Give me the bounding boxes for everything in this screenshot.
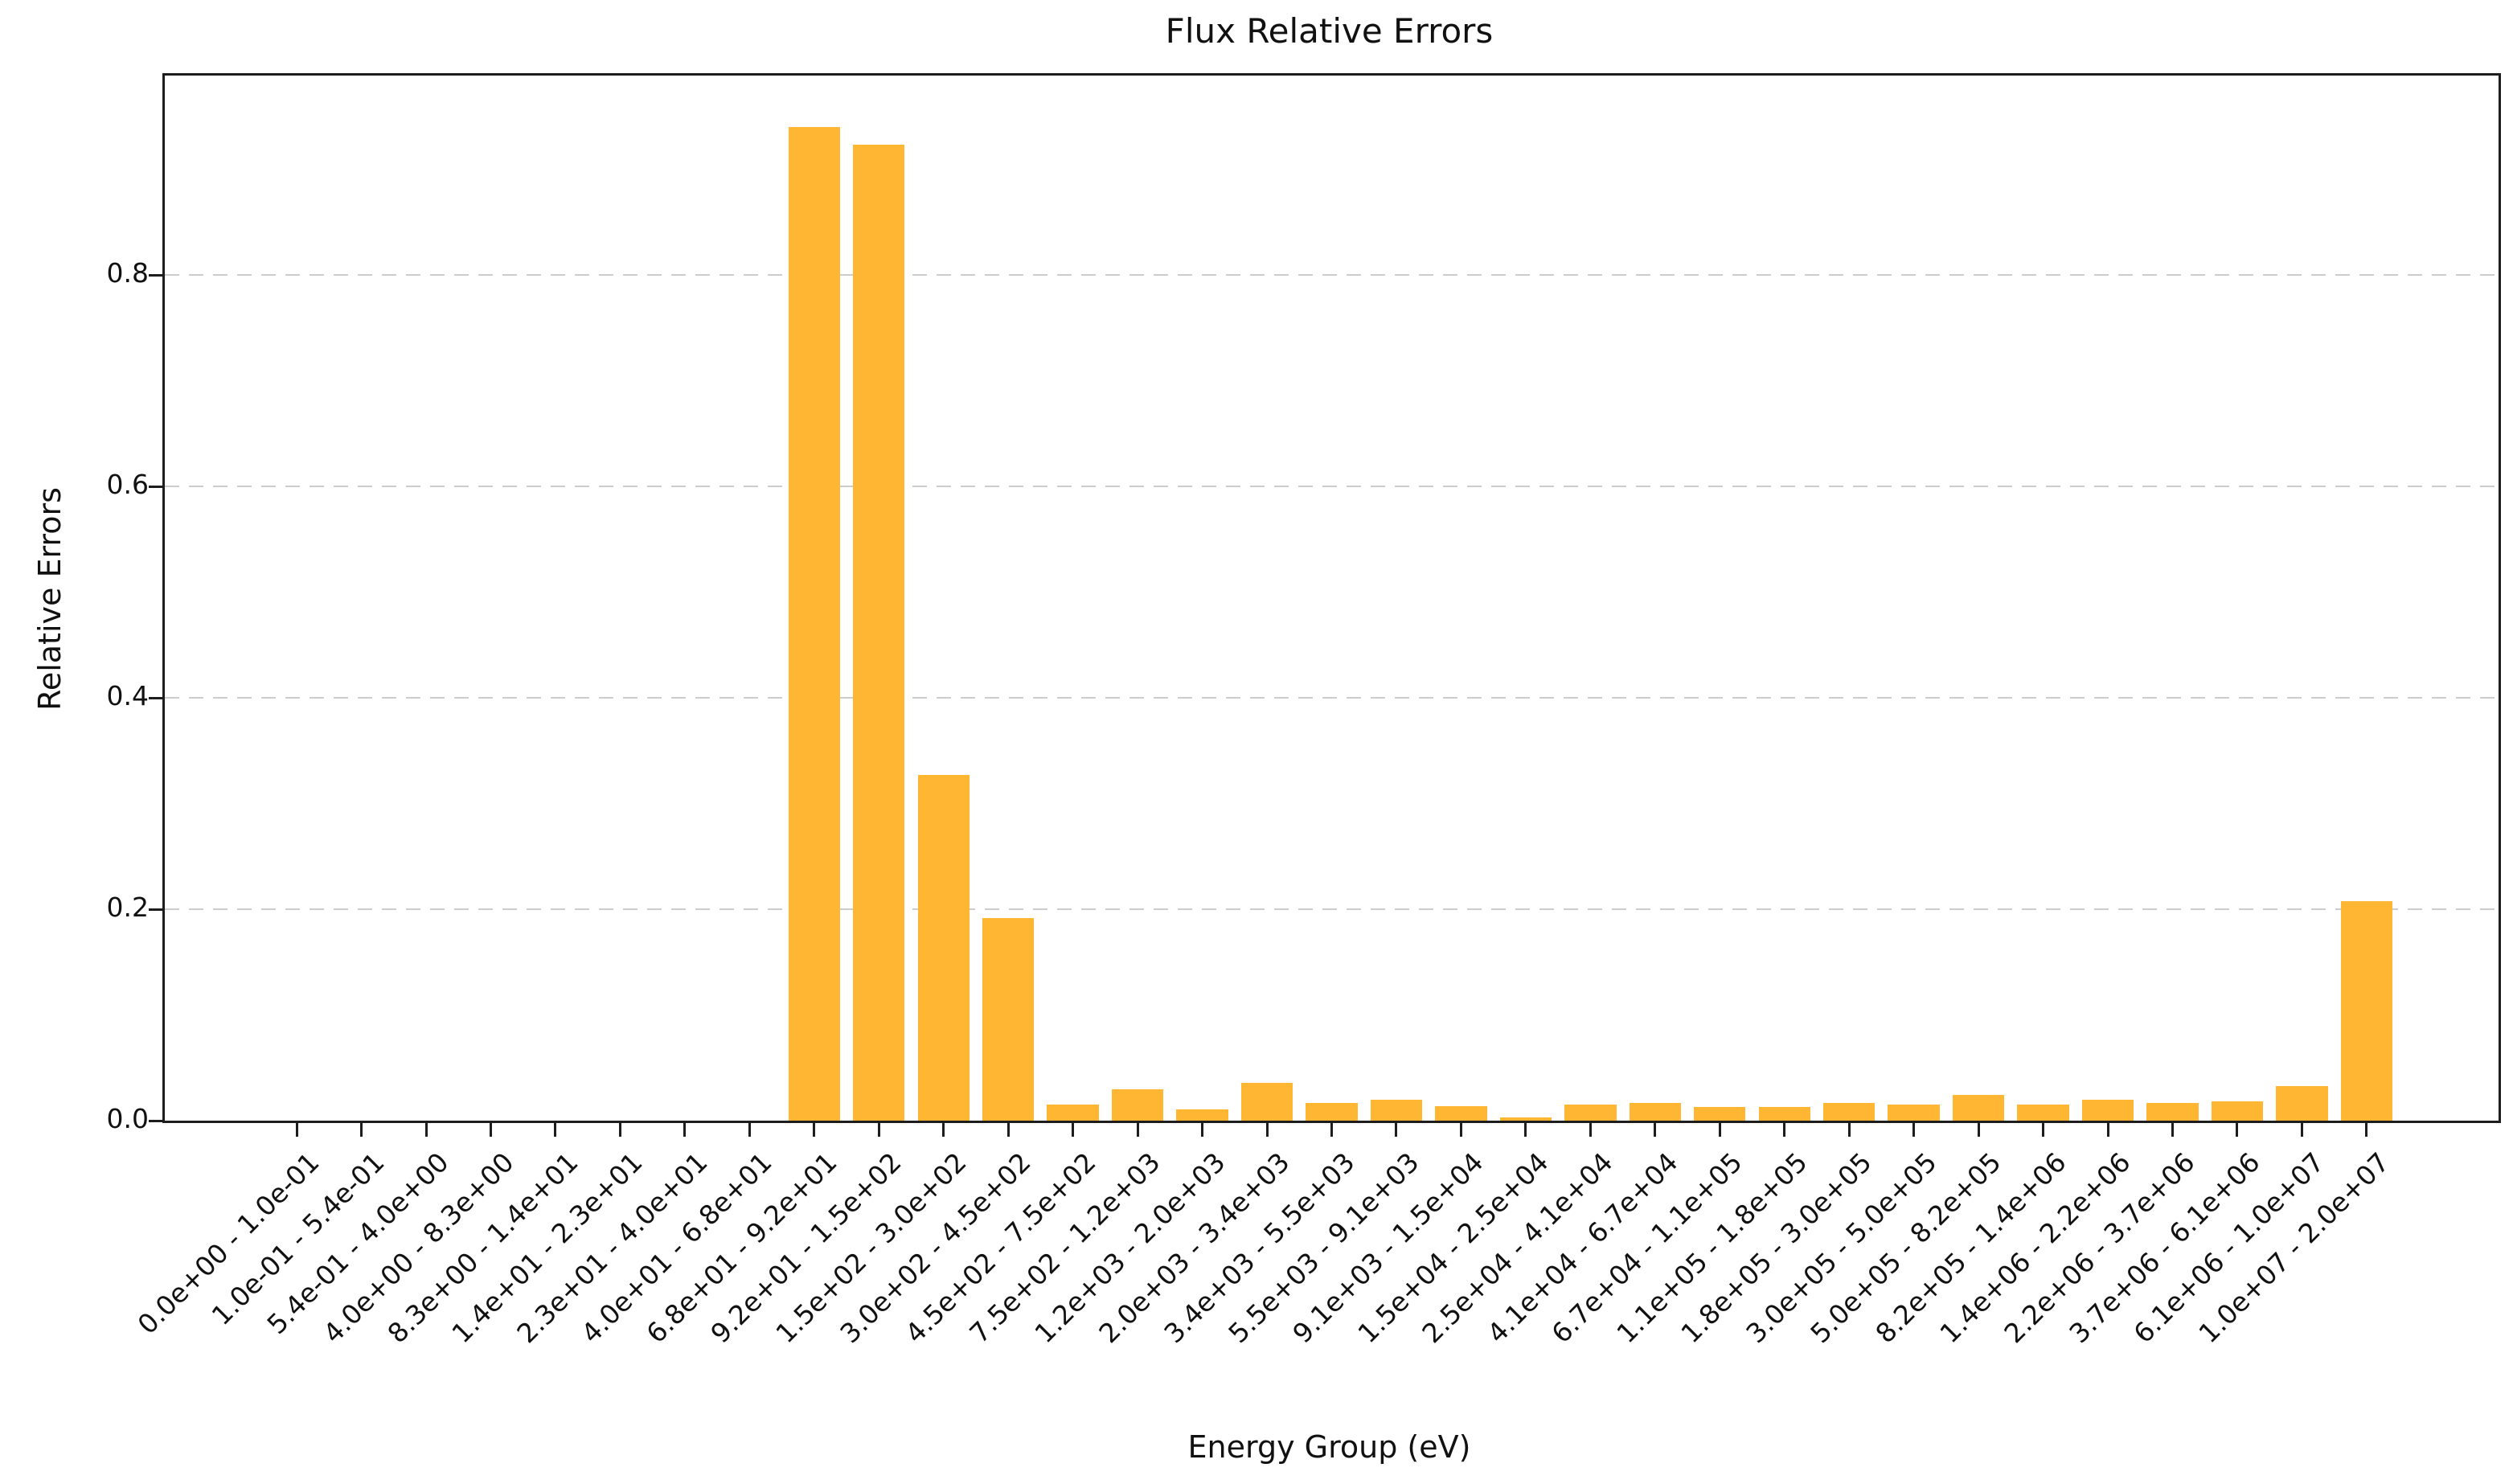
bar-2.2e+06 - 3.7e+06: [2146, 1103, 2199, 1121]
x-tick-mark: [1783, 1123, 1786, 1137]
plot-area: 0.0 0.2 0.4 0.6 0.8 0.0e+00 - 1.0e-01 1.0e-01 …: [107, 73, 2501, 1349]
x-tick-mark: [942, 1123, 945, 1137]
y-tick-label: 0.4: [106, 680, 149, 712]
x-tick-mark: [2236, 1123, 2239, 1137]
x-tick-mark: [1718, 1123, 1721, 1137]
x-tick-mark: [2365, 1123, 2368, 1137]
y-tick-label: 0.8: [106, 257, 149, 289]
bar-5.0e+05 - 8.2e+05: [1952, 1095, 2005, 1121]
x-tick-mark: [1459, 1123, 1462, 1137]
bar-9.2e+01 - 1.5e+02: [853, 145, 905, 1121]
bar-1.0e+07 - 2.0e+07: [2340, 901, 2393, 1121]
x-tick-mark: [1912, 1123, 1916, 1137]
bar-2.0e+03 - 3.4e+03: [1240, 1083, 1293, 1121]
x-tick-mark: [813, 1123, 816, 1137]
x-tick-mark: [554, 1123, 557, 1137]
x-tick-mark: [1136, 1123, 1139, 1137]
x-tick-mark: [295, 1123, 298, 1137]
x-tick-mark: [1977, 1123, 1980, 1137]
bar-1.5e+02 - 3.0e+02: [917, 775, 970, 1121]
x-tick-mark: [2106, 1123, 2109, 1137]
bar-1.5e+04 - 2.5e+04: [1499, 1117, 1552, 1121]
x-tick-mark: [1395, 1123, 1398, 1137]
x-axis-label: Energy Group (eV): [1187, 1429, 1471, 1465]
bar-6.8e+01 - 9.2e+01: [788, 127, 840, 1121]
x-tick-mark: [1589, 1123, 1592, 1137]
y-tick-label: 0.6: [106, 469, 149, 501]
bar-8.2e+05 - 1.4e+06: [2017, 1105, 2069, 1121]
gridline-y-0.8: [165, 274, 2499, 277]
bar-3.0e+05 - 5.0e+05: [1888, 1105, 1940, 1121]
y-tick-mark: [149, 1119, 162, 1122]
bar-3.4e+03 - 5.5e+03: [1306, 1103, 1358, 1121]
x-tick-mark: [2171, 1123, 2174, 1137]
x-tick-mark: [618, 1123, 621, 1137]
x-tick-mark: [1847, 1123, 1851, 1137]
bar-1.8e+05 - 3.0e+05: [1822, 1103, 1876, 1121]
y-tick-mark: [149, 273, 162, 277]
y-tick-label: 0.2: [106, 892, 149, 924]
y-tick-mark: [149, 696, 162, 699]
x-tick-mark: [2042, 1123, 2045, 1137]
gridline-y-0.6: [165, 486, 2499, 488]
x-tick-mark: [1006, 1123, 1010, 1137]
y-tick-label: 0.0: [106, 1103, 149, 1134]
bar-1.4e+06 - 2.2e+06: [2081, 1100, 2134, 1121]
chart-title: Flux Relative Errors: [1165, 11, 1494, 51]
x-tick-mark: [1201, 1123, 1204, 1137]
x-tick-mark: [2300, 1123, 2303, 1137]
bar-6.7e+04 - 1.1e+05: [1694, 1107, 1746, 1121]
x-tick-mark: [748, 1123, 751, 1137]
x-tick-mark: [1072, 1123, 1075, 1137]
y-tick-mark: [149, 908, 162, 911]
bar-3.0e+02 - 4.5e+02: [982, 918, 1035, 1121]
bar-5.5e+03 - 9.1e+03: [1370, 1100, 1423, 1121]
x-tick-mark: [683, 1123, 687, 1137]
x-tick-mark: [877, 1123, 880, 1137]
x-tick-mark: [490, 1123, 493, 1137]
bar-1.2e+03 - 2.0e+03: [1176, 1109, 1228, 1121]
bar-3.7e+06 - 6.1e+06: [2211, 1101, 2264, 1121]
gridline-y-0.4: [165, 697, 2499, 699]
x-tick-mark: [1524, 1123, 1527, 1137]
bar-1.1e+05 - 1.8e+05: [1758, 1107, 1810, 1121]
bar-6.1e+06 - 1.0e+07: [2276, 1086, 2328, 1121]
x-tick-mark: [1330, 1123, 1333, 1137]
bar-4.5e+02 - 7.5e+02: [1047, 1105, 1099, 1121]
x-tick-mark: [424, 1123, 428, 1137]
x-tick-mark: [1265, 1123, 1269, 1137]
y-tick-mark: [149, 485, 162, 488]
x-tick-mark: [360, 1123, 363, 1137]
x-tick-mark: [1654, 1123, 1657, 1137]
bar-4.1e+04 - 6.7e+04: [1629, 1103, 1681, 1121]
gridline-y-0.2: [165, 908, 2499, 911]
bar-9.1e+03 - 1.5e+04: [1435, 1106, 1487, 1121]
bar-2.5e+04 - 4.1e+04: [1564, 1105, 1617, 1121]
bar-7.5e+02 - 1.2e+03: [1111, 1089, 1164, 1121]
